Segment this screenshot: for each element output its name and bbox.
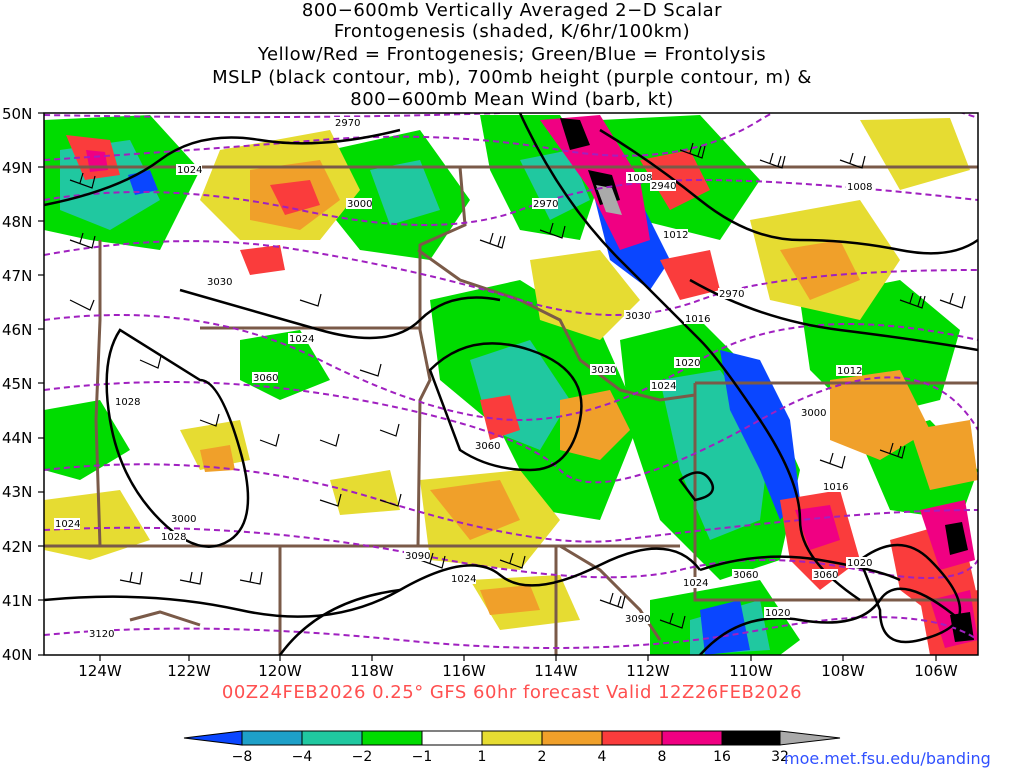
mslp-label: 1012 bbox=[837, 366, 862, 377]
lon-label: 118W bbox=[350, 662, 394, 680]
title-line-4: MSLP (black contour, mb), 700mb height (… bbox=[212, 67, 812, 88]
height-label: 3060 bbox=[253, 373, 278, 384]
colorbar-cell bbox=[779, 730, 841, 746]
colorbar-cell bbox=[421, 730, 483, 746]
colorbar-label: −8 bbox=[232, 749, 253, 765]
colorbar-cell bbox=[481, 730, 543, 746]
height-label: 3000 bbox=[347, 199, 372, 210]
lat-label: 45N bbox=[2, 375, 32, 393]
mslp-label: 1024 bbox=[55, 519, 80, 530]
colorbar-cell bbox=[301, 730, 363, 746]
title-line-5: 800−600mb Mean Wind (barb, kt) bbox=[350, 89, 674, 110]
mslp-label: 1020 bbox=[765, 608, 790, 619]
colorbar-label: −4 bbox=[292, 749, 313, 765]
height-label: 2970 bbox=[533, 199, 558, 210]
lon-label: 116W bbox=[442, 662, 486, 680]
lon-label: 112W bbox=[626, 662, 670, 680]
mslp-label: 1016 bbox=[823, 482, 848, 493]
mslp-label: 1012 bbox=[663, 230, 688, 241]
height-label: 3030 bbox=[591, 365, 616, 376]
shaded-field: 1024 1008 1012 1016 1020 1024 1028 1016 … bbox=[44, 113, 978, 655]
lon-label: 120W bbox=[258, 662, 302, 680]
lat-label: 47N bbox=[2, 267, 32, 285]
lon-label: 108W bbox=[821, 662, 865, 680]
contour-labels: 1024 1008 1012 1016 1020 1024 1028 1016 … bbox=[54, 117, 872, 640]
colorbar-cell bbox=[241, 730, 303, 746]
mslp-label: 1024 bbox=[651, 381, 676, 392]
lat-label: 42N bbox=[2, 538, 32, 556]
lon-label: 110W bbox=[729, 662, 773, 680]
lat-label: 46N bbox=[2, 321, 32, 339]
colorbar-label: 4 bbox=[598, 749, 607, 765]
colorbar-cell bbox=[541, 730, 603, 746]
mslp-label: 1020 bbox=[675, 358, 700, 369]
height-label: 3090 bbox=[405, 551, 430, 562]
title-line-1: 800−600mb Vertically Averaged 2−D Scalar bbox=[301, 0, 723, 21]
mslp-label: 1008 bbox=[627, 173, 652, 184]
colorbar-cell bbox=[361, 730, 423, 746]
colorbar: −8 −4 −2 −1 1 2 4 8 16 32 bbox=[183, 730, 841, 765]
wind-barbs bbox=[69, 142, 966, 629]
colorbar-label: 8 bbox=[658, 749, 667, 765]
latitude-ticks bbox=[38, 112, 44, 656]
lat-label: 40N bbox=[2, 646, 32, 664]
height-label: 2970 bbox=[335, 118, 360, 129]
latitude-axis: 50N 49N 48N 47N 46N 45N 44N 43N 42N 41N … bbox=[2, 105, 32, 664]
lat-label: 44N bbox=[2, 429, 32, 447]
colorbar-cell bbox=[183, 730, 243, 746]
lat-label: 43N bbox=[2, 483, 32, 501]
map-frame bbox=[43, 112, 979, 656]
colorbar-label: −2 bbox=[352, 749, 373, 765]
mslp-label: 1024 bbox=[177, 165, 202, 176]
mslp-label: 1008 bbox=[847, 182, 872, 193]
height-label: 3060 bbox=[475, 441, 500, 452]
mslp-label: 1024 bbox=[289, 334, 314, 345]
mslp-label: 1024 bbox=[683, 578, 708, 589]
height-label: 3090 bbox=[625, 614, 650, 625]
mslp-label: 1016 bbox=[685, 314, 710, 325]
height-label: 3030 bbox=[207, 277, 232, 288]
colorbar-cell bbox=[721, 730, 781, 746]
height-label: 3000 bbox=[801, 408, 826, 419]
lon-label: 106W bbox=[914, 662, 958, 680]
forecast-valid-time: 00Z24FEB2026 0.25° GFS 60hr forecast Val… bbox=[221, 682, 803, 703]
title-line-2: Frontogenesis (shaded, K/6hr/100km) bbox=[333, 21, 691, 42]
title-line-3: Yellow/Red = Frontogenesis; Green/Blue =… bbox=[257, 44, 767, 65]
mslp-label: 1028 bbox=[115, 397, 140, 408]
lat-label: 49N bbox=[2, 159, 32, 177]
mslp-label: 1024 bbox=[451, 574, 476, 585]
lat-label: 50N bbox=[2, 105, 32, 123]
source-credit: moe.met.fsu.edu/banding bbox=[784, 749, 991, 768]
longitude-ticks bbox=[99, 655, 937, 661]
height-label: 2970 bbox=[719, 289, 744, 300]
mslp-label: 1020 bbox=[847, 558, 872, 569]
mslp-contours bbox=[44, 113, 978, 655]
lon-label: 124W bbox=[78, 662, 122, 680]
lat-label: 48N bbox=[2, 213, 32, 231]
height-label: 3030 bbox=[625, 311, 650, 322]
lat-label: 41N bbox=[2, 592, 32, 610]
height-label: 3060 bbox=[733, 570, 758, 581]
longitude-axis: 124W 122W 120W 118W 116W 114W 112W 110W … bbox=[78, 662, 958, 680]
frontogenesis-gray-shading bbox=[596, 185, 622, 215]
lon-label: 122W bbox=[167, 662, 211, 680]
height-label: 2940 bbox=[651, 181, 676, 192]
height-label: 3120 bbox=[89, 629, 114, 640]
height-label: 3060 bbox=[813, 570, 838, 581]
colorbar-label: 1 bbox=[478, 749, 487, 765]
colorbar-cell bbox=[601, 730, 663, 746]
colorbar-cell bbox=[661, 730, 723, 746]
colorbar-label: 2 bbox=[538, 749, 547, 765]
height-contours bbox=[44, 113, 978, 649]
mslp-label: 1028 bbox=[161, 532, 186, 543]
lon-label: 114W bbox=[534, 662, 578, 680]
colorbar-label: 32 bbox=[771, 749, 789, 765]
colorbar-label: −1 bbox=[412, 749, 433, 765]
height-label: 3000 bbox=[171, 514, 196, 525]
colorbar-label: 16 bbox=[713, 749, 731, 765]
